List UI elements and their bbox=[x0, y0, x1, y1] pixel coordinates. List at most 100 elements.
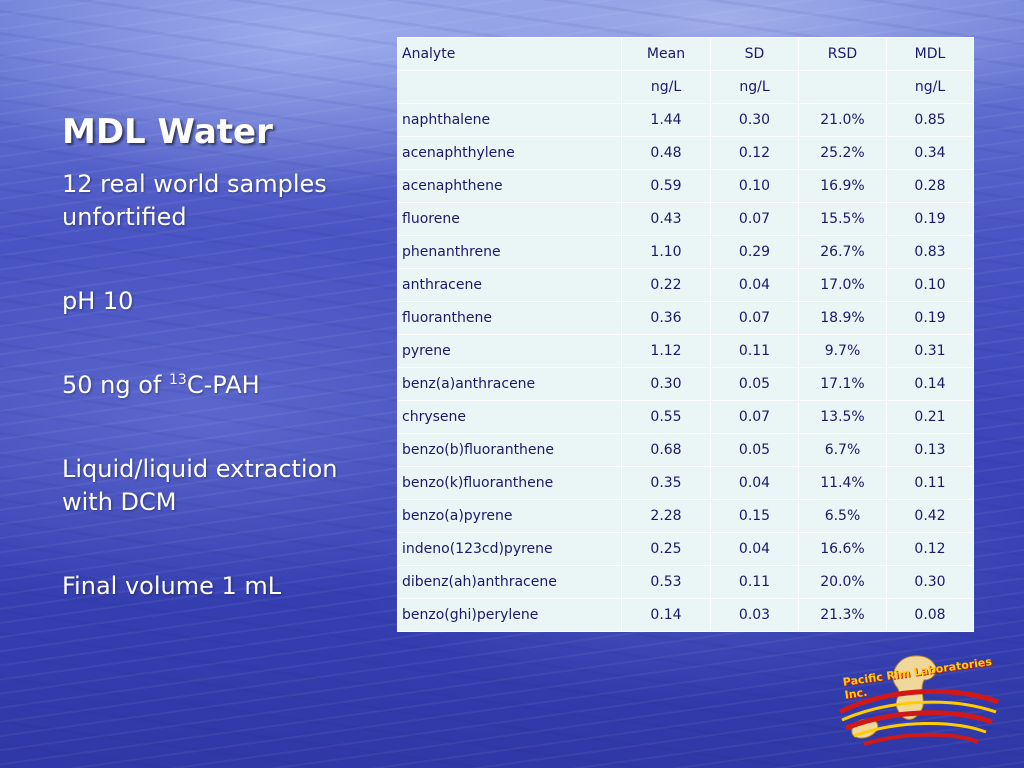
cell-mdl: 0.42 bbox=[886, 499, 974, 533]
cell-analyte: benzo(b)fluoranthene bbox=[397, 433, 622, 467]
cell-rsd: 18.9% bbox=[798, 301, 887, 335]
cell-mean: 0.35 bbox=[621, 466, 711, 500]
cell-mean: 0.53 bbox=[621, 565, 711, 599]
cell-rsd: 21.3% bbox=[798, 598, 887, 632]
cell-mean: 0.48 bbox=[621, 136, 711, 170]
cell-rsd: 20.0% bbox=[798, 565, 887, 599]
table-units-row: ng/L ng/L ng/L bbox=[397, 70, 974, 104]
cell-rsd: 16.9% bbox=[798, 169, 887, 203]
table-header-row: Analyte Mean SD RSD MDL bbox=[397, 37, 974, 71]
cell-mdl: 0.83 bbox=[886, 235, 974, 269]
cell-mean: 0.30 bbox=[621, 367, 711, 401]
table-row: fluorene 0.43 0.07 15.5% 0.19 bbox=[397, 202, 974, 236]
cell-sd: 0.05 bbox=[710, 433, 799, 467]
cell-mdl: 0.34 bbox=[886, 136, 974, 170]
cell-analyte: acenaphthylene bbox=[397, 136, 622, 170]
units-analyte bbox=[397, 70, 622, 104]
mdl-table-body: Analyte Mean SD RSD MDL ng/L ng/L ng/L n… bbox=[397, 37, 974, 632]
cell-analyte: benzo(ghi)perylene bbox=[397, 598, 622, 632]
units-mdl: ng/L bbox=[886, 70, 974, 104]
cell-rsd: 11.4% bbox=[798, 466, 887, 500]
cell-sd: 0.12 bbox=[710, 136, 799, 170]
bullet-spike: 50 ng of 13C-PAH bbox=[62, 369, 382, 402]
cell-sd: 0.11 bbox=[710, 334, 799, 368]
cell-mdl: 0.11 bbox=[886, 466, 974, 500]
cell-mdl: 0.30 bbox=[886, 565, 974, 599]
cell-sd: 0.04 bbox=[710, 466, 799, 500]
cell-mean: 0.43 bbox=[621, 202, 711, 236]
cell-rsd: 6.7% bbox=[798, 433, 887, 467]
table-row: benzo(a)pyrene 2.28 0.15 6.5% 0.42 bbox=[397, 499, 974, 533]
header-sd: SD bbox=[710, 37, 799, 71]
pacific-rim-logo bbox=[838, 655, 999, 746]
cell-analyte: acenaphthene bbox=[397, 169, 622, 203]
cell-rsd: 25.2% bbox=[798, 136, 887, 170]
table-row: naphthalene 1.44 0.30 21.0% 0.85 bbox=[397, 103, 974, 137]
cell-mdl: 0.28 bbox=[886, 169, 974, 203]
cell-mean: 0.14 bbox=[621, 598, 711, 632]
cell-mean: 1.10 bbox=[621, 235, 711, 269]
cell-sd: 0.07 bbox=[710, 202, 799, 236]
cell-mean: 0.55 bbox=[621, 400, 711, 434]
table-row: benzo(k)fluoranthene 0.35 0.04 11.4% 0.11 bbox=[397, 466, 974, 500]
cell-analyte: pyrene bbox=[397, 334, 622, 368]
table-row: benz(a)anthracene 0.30 0.05 17.1% 0.14 bbox=[397, 367, 974, 401]
slide-title: MDL Water bbox=[62, 112, 273, 152]
cell-sd: 0.04 bbox=[710, 268, 799, 302]
bullet-extraction: Liquid/liquid extraction with DCM bbox=[62, 455, 338, 516]
cell-analyte: indeno(123cd)pyrene bbox=[397, 532, 622, 566]
cell-analyte: benzo(k)fluoranthene bbox=[397, 466, 622, 500]
isotope-superscript: 13 bbox=[169, 372, 187, 388]
cell-analyte: chrysene bbox=[397, 400, 622, 434]
cell-sd: 0.11 bbox=[710, 565, 799, 599]
cell-rsd: 17.0% bbox=[798, 268, 887, 302]
bullet-volume: Final volume 1 mL bbox=[62, 572, 282, 600]
cell-mean: 0.22 bbox=[621, 268, 711, 302]
cell-analyte: fluorene bbox=[397, 202, 622, 236]
table-row: indeno(123cd)pyrene 0.25 0.04 16.6% 0.12 bbox=[397, 532, 974, 566]
cell-rsd: 16.6% bbox=[798, 532, 887, 566]
bullet-spike-text-before: 50 ng of bbox=[62, 371, 170, 399]
cell-analyte: dibenz(ah)anthracene bbox=[397, 565, 622, 599]
cell-mean: 1.44 bbox=[621, 103, 711, 137]
cell-mdl: 0.14 bbox=[886, 367, 974, 401]
cell-mdl: 0.21 bbox=[886, 400, 974, 434]
cell-rsd: 26.7% bbox=[798, 235, 887, 269]
cell-analyte: benzo(a)pyrene bbox=[397, 499, 622, 533]
cell-mean: 2.28 bbox=[621, 499, 711, 533]
bullet-samples: 12 real world samples unfortified bbox=[62, 170, 327, 231]
cell-mdl: 0.85 bbox=[886, 103, 974, 137]
cell-sd: 0.03 bbox=[710, 598, 799, 632]
table-row: chrysene 0.55 0.07 13.5% 0.21 bbox=[397, 400, 974, 434]
cell-mdl: 0.19 bbox=[886, 202, 974, 236]
cell-sd: 0.29 bbox=[710, 235, 799, 269]
table-row: benzo(b)fluoranthene 0.68 0.05 6.7% 0.13 bbox=[397, 433, 974, 467]
units-sd: ng/L bbox=[710, 70, 799, 104]
table-row: fluoranthene 0.36 0.07 18.9% 0.19 bbox=[397, 301, 974, 335]
cell-mean: 1.12 bbox=[621, 334, 711, 368]
cell-analyte: benz(a)anthracene bbox=[397, 367, 622, 401]
cell-sd: 0.05 bbox=[710, 367, 799, 401]
cell-sd: 0.10 bbox=[710, 169, 799, 203]
units-rsd bbox=[798, 70, 887, 104]
cell-sd: 0.07 bbox=[710, 400, 799, 434]
cell-mean: 0.36 bbox=[621, 301, 711, 335]
bullet-spike-text-after: C-PAH bbox=[186, 371, 260, 399]
cell-sd: 0.04 bbox=[710, 532, 799, 566]
header-rsd: RSD bbox=[798, 37, 887, 71]
bullet-list: 12 real world samples unfortified pH 10 … bbox=[62, 168, 382, 654]
cell-sd: 0.30 bbox=[710, 103, 799, 137]
header-mean: Mean bbox=[621, 37, 711, 71]
cell-sd: 0.15 bbox=[710, 499, 799, 533]
cell-analyte: anthracene bbox=[397, 268, 622, 302]
cell-rsd: 17.1% bbox=[798, 367, 887, 401]
header-mdl: MDL bbox=[886, 37, 974, 71]
cell-rsd: 6.5% bbox=[798, 499, 887, 533]
table-row: anthracene 0.22 0.04 17.0% 0.10 bbox=[397, 268, 974, 302]
cell-mdl: 0.08 bbox=[886, 598, 974, 632]
table-row: phenanthrene 1.10 0.29 26.7% 0.83 bbox=[397, 235, 974, 269]
units-mean: ng/L bbox=[621, 70, 711, 104]
cell-analyte: fluoranthene bbox=[397, 301, 622, 335]
cell-mean: 0.68 bbox=[621, 433, 711, 467]
cell-mdl: 0.13 bbox=[886, 433, 974, 467]
